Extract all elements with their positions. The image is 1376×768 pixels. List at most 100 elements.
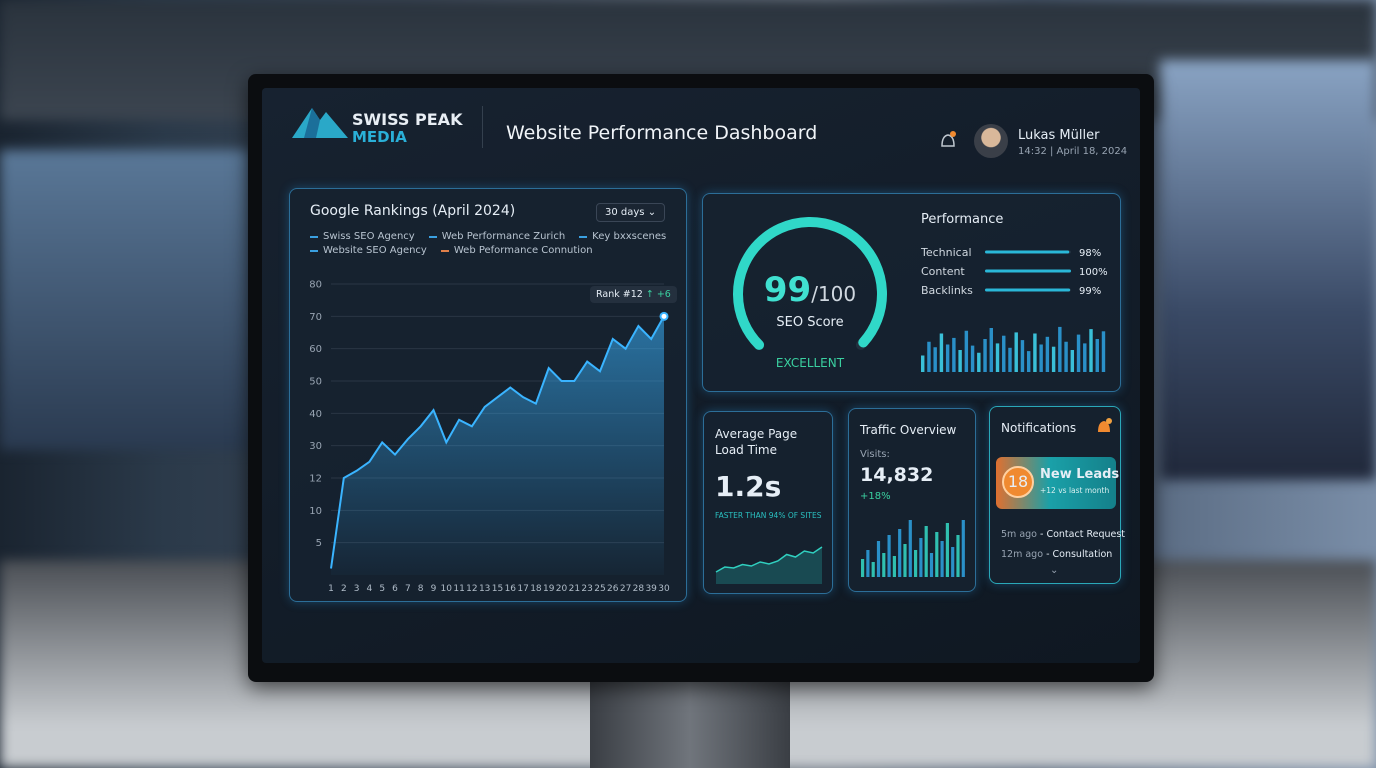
traffic-bar xyxy=(903,544,907,577)
x-tick-label: 9 xyxy=(431,584,437,594)
avatar[interactable] xyxy=(974,124,1008,158)
traffic-bar xyxy=(914,550,918,577)
activity-bar xyxy=(970,345,975,372)
activity-bar xyxy=(1026,351,1031,372)
activity-bar xyxy=(1002,335,1006,372)
logo-icon xyxy=(292,108,348,138)
traffic-bar xyxy=(951,547,955,577)
tooltip-rank: Rank #12 xyxy=(596,289,643,300)
bell-button[interactable] xyxy=(938,130,958,152)
performance-graphics: Technical 98% Content 100% Backlinks 99% xyxy=(733,217,1108,372)
notification-text: - Contact Request xyxy=(1040,529,1126,540)
tooltip-change: ↑ +6 xyxy=(645,289,671,300)
activity-bar xyxy=(1045,336,1050,372)
x-tick-label: 25 xyxy=(594,584,605,594)
line xyxy=(330,315,665,569)
notification-text: - Consultation xyxy=(1046,549,1113,560)
legend: Swiss SEO Agency Web Performance Zurich Ke… xyxy=(310,231,670,256)
activity-bar xyxy=(1076,334,1081,372)
traffic-bar xyxy=(924,526,928,577)
activity-bar xyxy=(989,328,993,372)
legend-label: Web Performance Zurich xyxy=(441,231,566,242)
activity-bar xyxy=(939,333,944,372)
x-tick-label: 2 xyxy=(341,584,347,594)
traffic-bar xyxy=(935,532,939,577)
traffic-bar xyxy=(961,520,965,577)
x-tick-label: 39 xyxy=(645,584,657,594)
activity-bar xyxy=(1101,331,1106,372)
y-tick-label: 10 xyxy=(309,506,322,517)
activity-bar xyxy=(958,350,962,372)
x-tick-label: 10 xyxy=(441,584,453,594)
legend-item: Swiss SEO Agency xyxy=(310,231,415,242)
area xyxy=(331,316,664,575)
load-note: FASTER THAN 94% OF SITES xyxy=(715,511,822,520)
x-tick-label: 11 xyxy=(453,584,464,594)
x-tick-label: 6 xyxy=(392,584,398,594)
lead-card[interactable]: 18 New Leads +12 vs last month xyxy=(996,457,1119,509)
metric-name: Content xyxy=(921,265,965,278)
y-tick-label: 60 xyxy=(309,344,322,355)
activity-bar xyxy=(1070,350,1075,372)
activity-bar xyxy=(933,347,937,372)
legend-swatch xyxy=(579,235,588,238)
trend-line xyxy=(715,546,823,573)
activity-bar xyxy=(983,339,987,372)
rating: EXCELLENT xyxy=(775,356,845,370)
x-tick-label: 15 xyxy=(492,584,503,594)
metric-name: Backlinks xyxy=(921,284,973,297)
user-name: Lukas Müller xyxy=(1018,128,1100,143)
legend-label: Website SEO Agency xyxy=(323,245,427,256)
visits-change: +18% xyxy=(860,491,891,502)
activity-bar xyxy=(1089,329,1093,372)
activity-bar xyxy=(1020,340,1025,372)
legend-item: Web Peformance Connution xyxy=(440,245,593,256)
y-tick-label: 40 xyxy=(309,409,322,420)
range-label[interactable]: 30 days xyxy=(605,207,645,218)
tooltip: Rank #12 ↑ +6 xyxy=(590,286,677,303)
metric-value: 100% xyxy=(1079,267,1108,278)
y-tick-label: 5 xyxy=(316,538,322,549)
trend-area xyxy=(716,547,822,584)
timestamp: 14:32 | April 18, 2024 xyxy=(1018,146,1128,157)
lead-count: 18 xyxy=(1002,466,1034,498)
metric-bar xyxy=(985,269,1071,273)
notification-list: 5m ago - Contact Request 12m ago - Consul… xyxy=(1001,525,1125,565)
traffic-bar xyxy=(871,562,875,577)
x-tick-label: 13 xyxy=(479,584,490,594)
page-load-panel: Average Page Load Time 1.2s FASTER THAN … xyxy=(703,411,833,594)
panel-title: Performance xyxy=(921,212,1004,227)
x-tick-label: 20 xyxy=(556,584,568,594)
expand-chevron[interactable]: ⌄ xyxy=(1050,565,1059,576)
load-time: 1.2s xyxy=(715,470,782,503)
seo-score: 99/100 xyxy=(703,270,917,310)
activity-bar xyxy=(921,355,925,372)
legend-label: Key bxxscenes xyxy=(592,231,667,242)
traffic-panel: Traffic Overview Visits: 14,832 +18% xyxy=(848,408,976,592)
score-value: 99 xyxy=(763,270,812,310)
score-max: /100 xyxy=(811,282,857,306)
traffic-bars xyxy=(861,520,965,577)
traffic-bar xyxy=(882,553,886,577)
panel-title: Google Rankings (April 2024) xyxy=(310,203,516,219)
activity-bar xyxy=(995,343,1000,372)
panel-title: Average Page Load Time xyxy=(715,427,798,457)
notification-time: 12m ago xyxy=(1001,549,1044,560)
activity-bar xyxy=(1064,341,1068,372)
legend-swatch xyxy=(310,235,318,238)
traffic-bar xyxy=(892,556,896,577)
range-dropdown[interactable]: 30 days ⌄ xyxy=(596,203,666,222)
bell-icon[interactable] xyxy=(1094,417,1114,437)
x-tick-label: 27 xyxy=(620,584,631,594)
x-tick-label: 23 xyxy=(581,584,592,594)
legend-label: Web Peformance Connution xyxy=(453,245,593,256)
brand-subname: MEDIA xyxy=(352,128,407,146)
x-tick-label: 12 xyxy=(466,584,477,594)
y-tick-label: 12 xyxy=(309,474,322,485)
activity-bar xyxy=(1095,339,1099,372)
notification-time: 5m ago xyxy=(1001,529,1037,540)
brand-name: SWISS PEAK xyxy=(352,110,463,129)
activity-bar xyxy=(977,352,981,372)
visits-label: Visits: xyxy=(860,449,890,460)
